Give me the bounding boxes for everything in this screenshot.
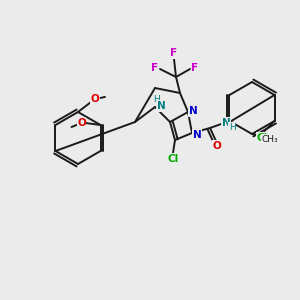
Text: N: N	[193, 130, 201, 140]
Text: CH₃: CH₃	[262, 134, 278, 143]
Text: H: H	[229, 122, 236, 131]
Text: O: O	[91, 94, 99, 104]
Text: F: F	[152, 63, 159, 73]
Text: N: N	[157, 101, 165, 111]
Text: H: H	[154, 95, 160, 104]
Text: O: O	[213, 141, 221, 151]
Text: O: O	[77, 118, 86, 128]
Text: N: N	[222, 118, 230, 128]
Text: F: F	[170, 48, 178, 58]
Text: Cl: Cl	[257, 133, 268, 143]
Text: N: N	[189, 106, 197, 116]
Text: F: F	[191, 63, 199, 73]
Text: Cl: Cl	[167, 154, 178, 164]
